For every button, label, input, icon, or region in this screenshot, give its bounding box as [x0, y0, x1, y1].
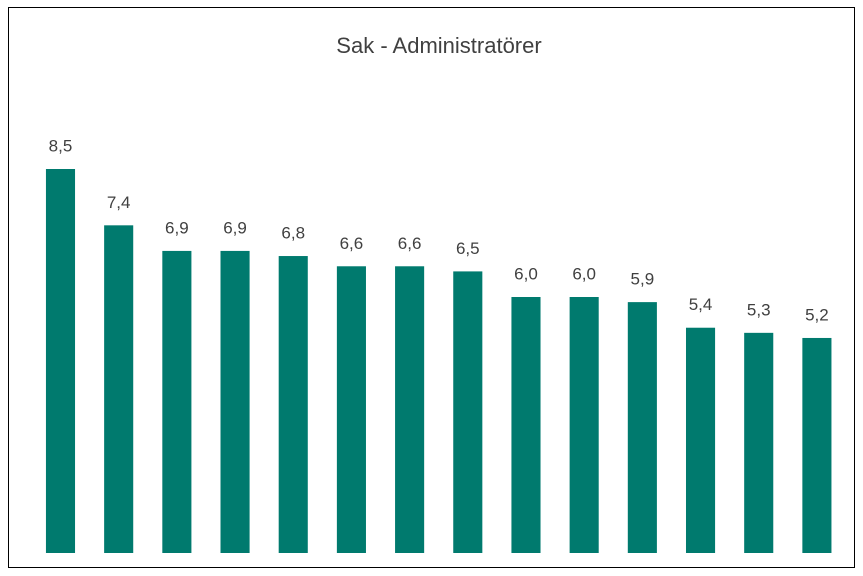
data-label: 6,0 — [514, 264, 538, 283]
data-label: 6,9 — [165, 218, 189, 237]
bar — [45, 169, 76, 553]
chart-title: Sak - Administratörer — [336, 33, 541, 58]
data-label: 6,9 — [223, 218, 247, 237]
bar — [220, 250, 250, 554]
chart-frame — [8, 7, 855, 568]
data-label: 6,6 — [340, 234, 364, 253]
bar — [278, 256, 308, 553]
bar — [627, 302, 657, 553]
bar — [569, 297, 599, 553]
data-label: 6,6 — [398, 234, 422, 253]
data-label: 7,4 — [107, 193, 131, 212]
bar — [802, 337, 832, 553]
bar — [453, 271, 483, 553]
bar — [685, 327, 716, 553]
data-label: 5,2 — [805, 305, 829, 324]
data-label: 5,4 — [689, 295, 713, 314]
data-label: 5,3 — [747, 300, 771, 319]
data-label: 8,5 — [49, 136, 73, 155]
data-label: 5,9 — [631, 270, 655, 289]
data-label: 6,0 — [572, 264, 596, 283]
data-label: 6,5 — [456, 239, 480, 258]
data-label: 6,8 — [281, 224, 305, 243]
bar — [395, 266, 425, 553]
bar — [104, 225, 134, 553]
bar — [162, 250, 192, 554]
bar — [336, 266, 366, 553]
bar — [744, 332, 774, 553]
bar — [511, 297, 541, 553]
